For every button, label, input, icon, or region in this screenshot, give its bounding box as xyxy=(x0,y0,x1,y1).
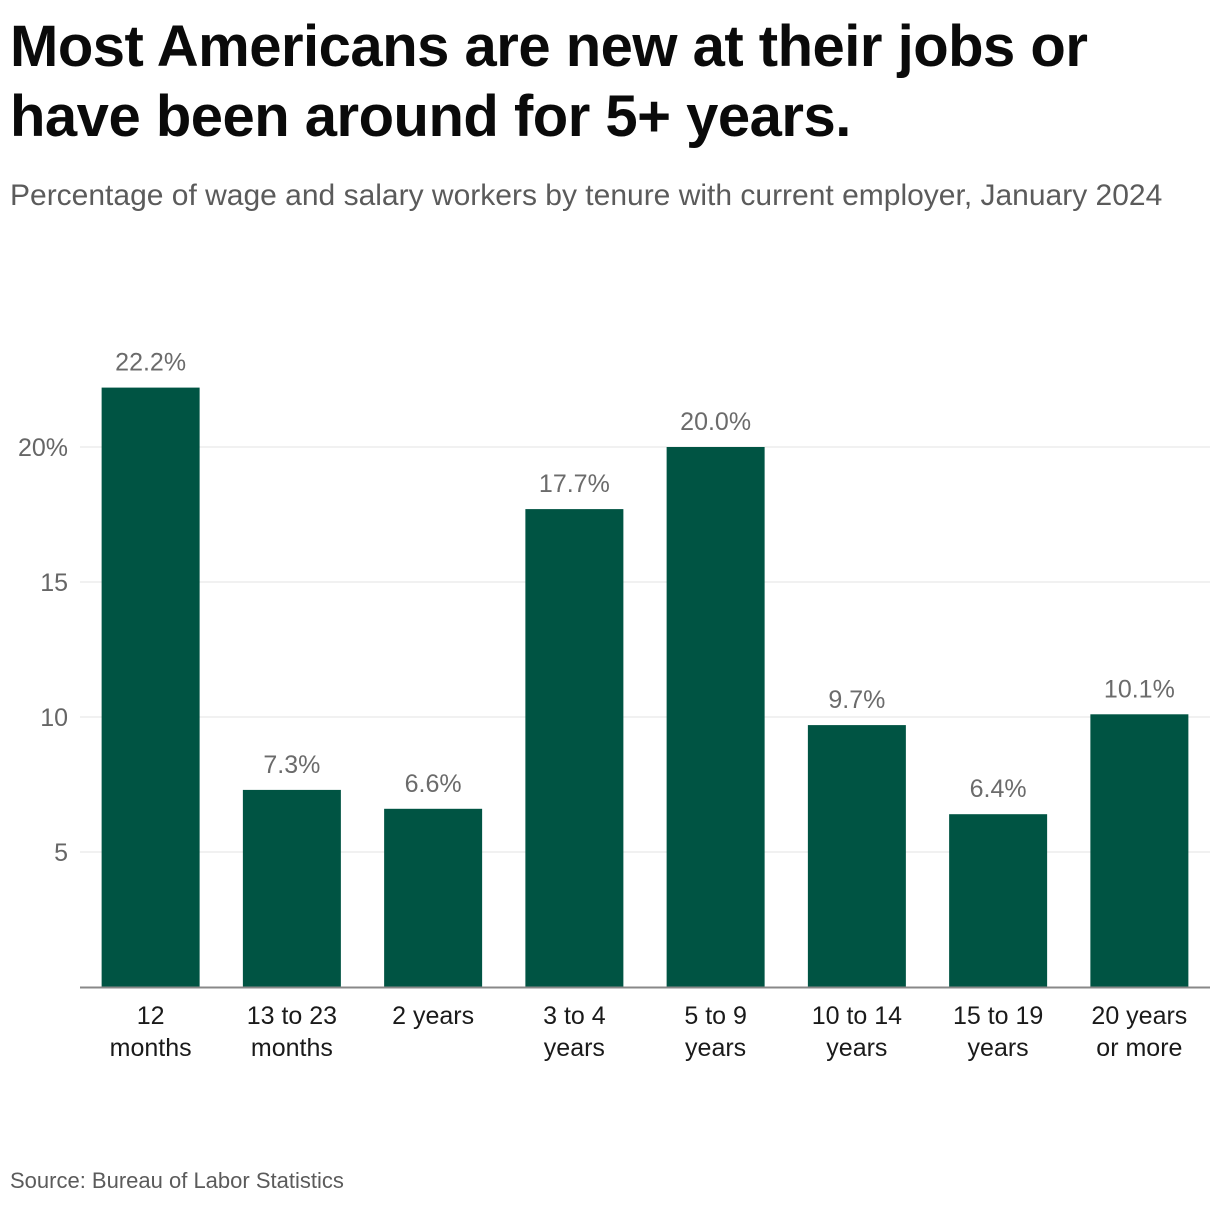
data-label: 17.7% xyxy=(539,470,610,498)
bar-chart: 5 10 15 20% 22.2% 7.3% 6.6% 17.7% 20.0% 9.7% 6.4%… xyxy=(18,349,1210,1062)
bar xyxy=(525,509,624,987)
y-axis-ticks: 5 10 15 20% xyxy=(18,434,68,867)
x-category-label: years xyxy=(968,1034,1029,1062)
y-tick-label: 20% xyxy=(18,434,68,462)
x-category-label: 15 to 19 xyxy=(953,1002,1043,1030)
x-category-label: 20 years xyxy=(1091,1002,1187,1030)
bar xyxy=(949,814,1048,987)
bars xyxy=(101,387,1189,988)
data-label: 9.7% xyxy=(828,686,885,714)
data-label: 22.2% xyxy=(115,349,186,377)
x-category-label: years xyxy=(826,1034,887,1062)
bar xyxy=(101,387,200,988)
x-category-label: or more xyxy=(1096,1034,1182,1062)
bar xyxy=(242,789,341,987)
data-label: 6.6% xyxy=(405,770,462,798)
chart-subtitle: Percentage of wage and salary workers by… xyxy=(10,179,1163,212)
x-category-label: years xyxy=(544,1034,605,1062)
x-category-label: 2 years xyxy=(392,1002,474,1030)
x-category-label: months xyxy=(251,1034,333,1062)
x-category-label: 13 to 23 xyxy=(247,1002,337,1030)
y-tick-label: 10 xyxy=(40,704,68,732)
chart-title: Most Americans are new at their jobs or … xyxy=(10,14,1088,149)
bar xyxy=(1090,714,1189,987)
x-category-label: 5 to 9 xyxy=(684,1002,747,1030)
y-tick-label: 15 xyxy=(40,569,68,597)
x-category-label: 3 to 4 xyxy=(543,1002,606,1030)
x-category-label: 12 xyxy=(137,1002,165,1030)
x-category-label: years xyxy=(685,1034,746,1062)
data-labels: 22.2% 7.3% 6.6% 17.7% 20.0% 9.7% 6.4% 10.1% xyxy=(115,349,1175,804)
data-label: 6.4% xyxy=(970,775,1027,803)
bar xyxy=(666,447,765,987)
data-label: 7.3% xyxy=(263,751,320,779)
x-category-label: months xyxy=(110,1034,192,1062)
x-axis-categories: 12 months 13 to 23 months 2 years 3 to 4 years… xyxy=(110,1002,1188,1062)
data-label: 20.0% xyxy=(680,408,751,436)
y-tick-label: 5 xyxy=(54,839,68,867)
x-category-label: 10 to 14 xyxy=(812,1002,902,1030)
source-note: Source: Bureau of Labor Statistics xyxy=(10,1168,344,1193)
bar xyxy=(807,725,906,987)
bar xyxy=(384,808,483,987)
data-label: 10.1% xyxy=(1104,675,1175,703)
